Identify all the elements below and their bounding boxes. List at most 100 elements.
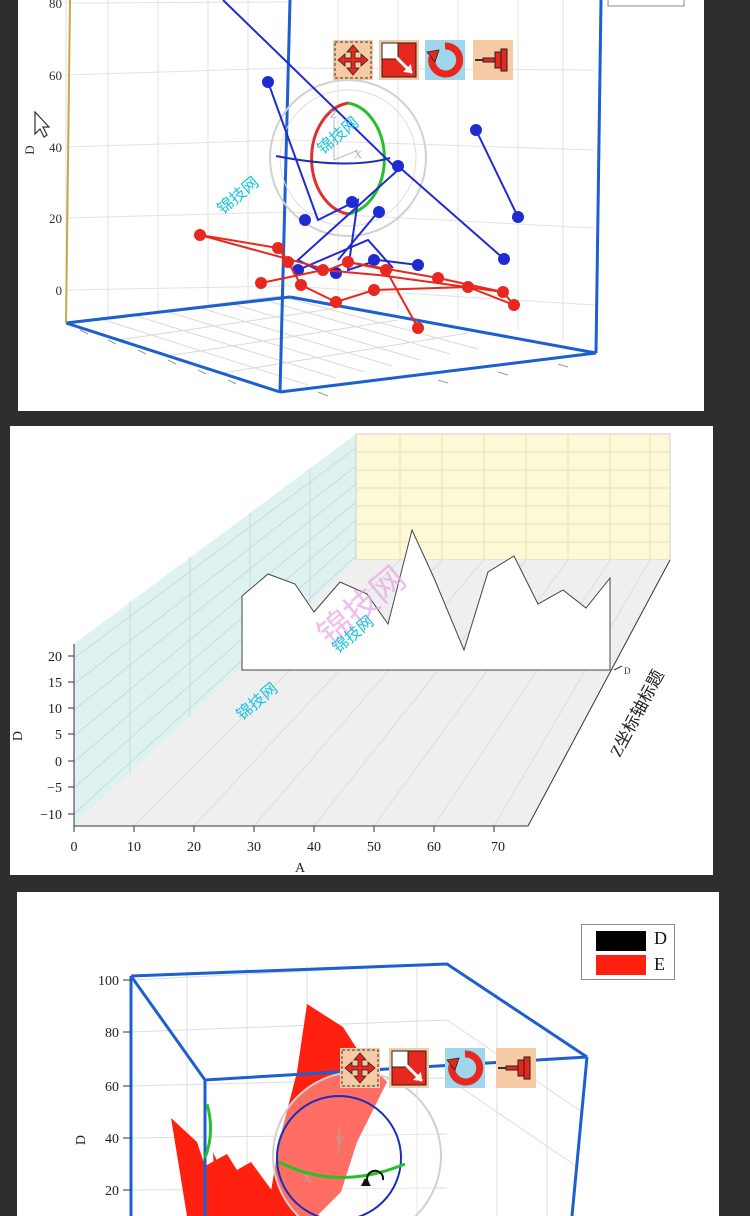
graph-panel-3d-wall[interactable]: 20 15 10 5 0 −5 −10 D 0 10 20 30 40 50 6… [10, 426, 713, 875]
graph-panel-3d-scatter[interactable]: 80 60 40 20 0 D Z X [18, 0, 704, 411]
y-axis-title: D [11, 731, 26, 741]
wall-grid [65, 0, 595, 340]
resize-button[interactable] [379, 40, 419, 80]
rotation-gizmo[interactable]: Y X [203, 1071, 442, 1216]
y-tick-label: 20 [48, 650, 62, 665]
data-point [346, 196, 358, 208]
back-wall-grid [356, 434, 670, 560]
axis-frame [65, 0, 603, 394]
data-point [317, 264, 329, 276]
legend-swatch-e [596, 955, 646, 975]
data-point [262, 76, 274, 88]
pin-button[interactable] [473, 40, 513, 80]
y-tick-label: 40 [49, 140, 62, 155]
data-point [412, 322, 424, 334]
data-point [380, 264, 392, 276]
data-point [462, 281, 474, 293]
y-axis-title: D [22, 145, 37, 154]
x-tick-label: 0 [71, 840, 78, 855]
rotate-button[interactable] [445, 1048, 485, 1088]
graph-3d-wall: 20 15 10 5 0 −5 −10 D 0 10 20 30 40 50 6… [11, 433, 671, 875]
x-tick-label: 10 [127, 840, 141, 855]
y-tick-label: 60 [105, 1080, 119, 1095]
y-axis-title: D [74, 1135, 89, 1145]
legend-box [607, 0, 685, 7]
y-tick-label: 0 [55, 755, 62, 770]
y-tick-label: 20 [105, 1184, 119, 1199]
data-point [498, 253, 510, 265]
y-tick-label: −5 [47, 781, 62, 796]
rotate-icon [426, 42, 464, 78]
resize-icon [381, 42, 417, 78]
gizmo-x-label: X [303, 1171, 312, 1185]
legend[interactable]: D E [581, 924, 675, 980]
data-point [368, 254, 380, 266]
x-tick-label: 40 [307, 840, 321, 855]
y-tick-labels: 20 15 10 5 0 −5 −10 [40, 650, 62, 823]
y-axis-ticks [68, 655, 74, 815]
data-point [282, 256, 294, 268]
data-point [412, 259, 424, 271]
legend-label-d: D [654, 928, 667, 948]
move-button[interactable] [333, 40, 373, 80]
move-icon [341, 1049, 379, 1087]
y-tick-label: 0 [56, 283, 63, 298]
x-tick-label: 50 [367, 840, 381, 855]
mouse-pointer-icon [34, 110, 51, 138]
y-tick-label: 80 [105, 1026, 119, 1041]
y-tick-label: 5 [55, 728, 62, 743]
y-tick-label: 20 [49, 211, 62, 226]
data-point [295, 279, 307, 291]
graph-panel-3d-ribbon[interactable]: 100 80 60 40 20 D Y X D E [17, 892, 719, 1216]
x-tick-label: 30 [247, 840, 261, 855]
x-tick-label: 70 [491, 840, 505, 855]
data-point [194, 229, 206, 241]
y-tick-label: −10 [40, 808, 62, 823]
watermark: 锦技网 [213, 173, 262, 218]
resize-button[interactable] [389, 1048, 429, 1088]
move-button[interactable] [340, 1048, 380, 1088]
data-point [299, 214, 311, 226]
data-point [432, 272, 444, 284]
floor-tick-marks [79, 329, 569, 397]
data-point [330, 296, 342, 308]
y-tick-labels: 100 80 60 40 20 [98, 974, 119, 1199]
y-axis-line [65, 0, 71, 324]
data-point [470, 124, 482, 136]
move-icon [334, 41, 372, 79]
gizmo-y-label: Y [335, 1133, 344, 1147]
x-tick-labels: 0 10 20 30 40 50 60 70 [71, 840, 506, 855]
gizmo-z-label: Z [330, 109, 337, 121]
pin-icon [498, 1056, 531, 1080]
legend-label-e: E [654, 954, 665, 974]
y-tick-label: 10 [48, 702, 62, 717]
y-tick-label: 80 [49, 0, 62, 11]
data-ribbon [241, 528, 611, 671]
y-tick-label: 100 [98, 974, 119, 989]
pin-icon [475, 48, 508, 72]
data-point [512, 211, 524, 223]
rotation-gizmo[interactable]: Z X [269, 79, 427, 237]
pin-button[interactable] [496, 1048, 536, 1088]
data-point [508, 299, 520, 311]
rotate-icon [446, 1050, 484, 1086]
red-series-points [194, 229, 520, 334]
side-wall-grid [73, 447, 357, 815]
data-point [368, 284, 380, 296]
x-tick-label: 60 [427, 840, 441, 855]
z-axis-title: Z坐标轴标题 [606, 667, 668, 760]
x-axis-title: A [295, 861, 306, 875]
legend-swatch-d [596, 931, 646, 951]
x-axis-ticks [73, 826, 495, 832]
rotate-cursor-icon [366, 1169, 385, 1185]
side-wall [74, 434, 356, 826]
rotate-button[interactable] [425, 40, 465, 80]
y-tick-label: 40 [105, 1132, 119, 1147]
resize-icon [391, 1050, 427, 1086]
y-tick-label: 60 [49, 68, 62, 83]
gizmo-x-label: X [354, 149, 362, 161]
z-axis-tick [613, 665, 623, 671]
data-point [392, 160, 404, 172]
floor-edge [74, 559, 671, 827]
back-wall [355, 433, 671, 561]
